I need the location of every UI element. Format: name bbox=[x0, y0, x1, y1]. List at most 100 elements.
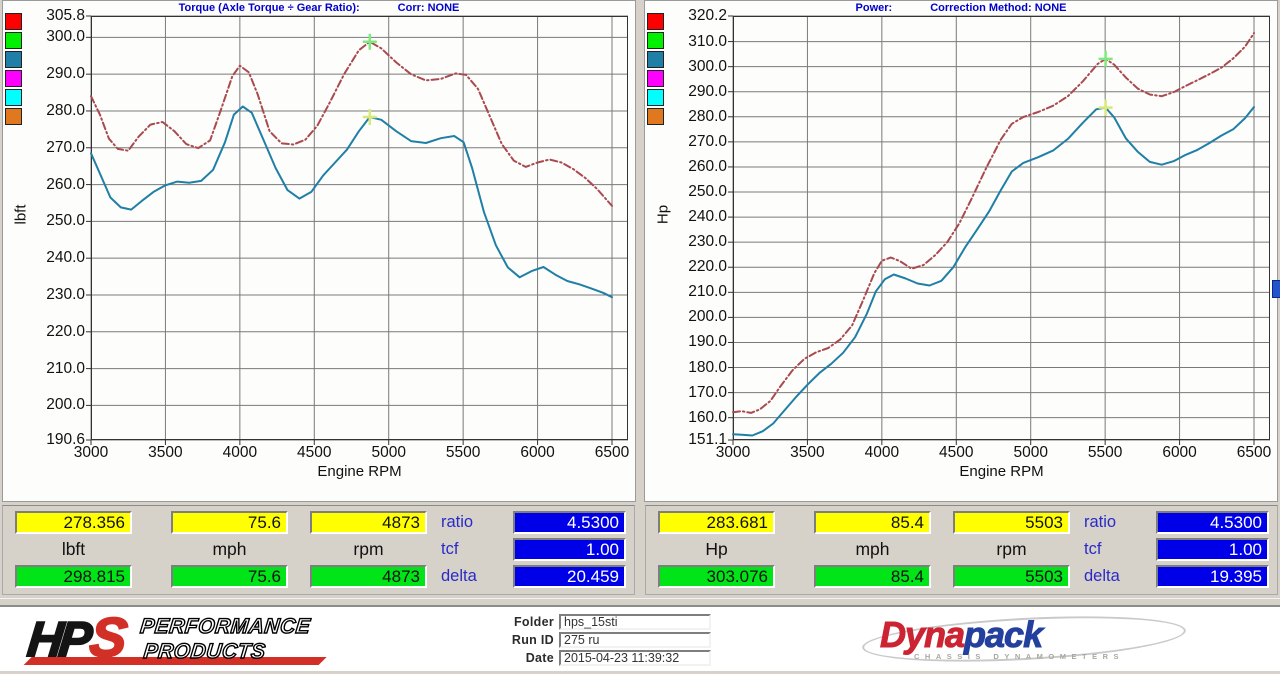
x-tick-label: 4000 bbox=[864, 444, 900, 461]
y-tick-label: 260.0 bbox=[46, 175, 85, 193]
legend-swatch-cyan bbox=[647, 89, 664, 106]
torque-params: ratio 4.5300 tcf 1.00 delta 20.459 bbox=[441, 511, 626, 588]
legend-swatch-red bbox=[5, 13, 22, 30]
rpm-value-stack: 4873 rpm 4873 bbox=[310, 511, 427, 588]
legend-swatch-orange bbox=[647, 108, 664, 125]
delta-value: 20.459 bbox=[513, 565, 626, 588]
dynapack-subtext: CHASSIS DYNAMOMETERS bbox=[914, 652, 1125, 661]
x-tick-label: 3500 bbox=[148, 444, 183, 461]
run-info: Folder hps_15sti Run ID 275 ru Date 2015… bbox=[494, 614, 711, 668]
ratio-value: 4.5300 bbox=[513, 511, 626, 534]
speed-current-value: 75.6 bbox=[171, 511, 288, 534]
power-peak-reference-value: 303.076 bbox=[658, 565, 775, 588]
x-tick-label: 6500 bbox=[594, 444, 630, 461]
folder-label: Folder bbox=[514, 615, 554, 629]
y-tick-label: 230.0 bbox=[46, 285, 85, 303]
power-correction-text: Correction Method: NONE bbox=[930, 2, 1067, 14]
ratio-value: 4.5300 bbox=[1156, 511, 1269, 534]
tcf-value: 1.00 bbox=[1156, 538, 1269, 561]
run-id-label: Run ID bbox=[511, 633, 554, 647]
power-y-tick-labels: 320.2 310.0 300.0 290.0 280.0 270.0 260.0 250.0… bbox=[663, 7, 727, 448]
y-tick-label: 250.0 bbox=[46, 212, 85, 230]
torque-peak-reference-value: 298.815 bbox=[15, 565, 132, 588]
y-tick-label: 160.0 bbox=[688, 408, 727, 426]
x-tick-label: 4500 bbox=[939, 444, 974, 461]
x-tick-label: 5500 bbox=[445, 444, 481, 461]
run-id-input[interactable]: 275 ru bbox=[559, 632, 711, 648]
delta-label: delta bbox=[1084, 567, 1120, 585]
current-run-torque-curve bbox=[90, 105, 613, 299]
hps-products-text: PRODUCTS bbox=[142, 639, 268, 663]
power-readout-panel: 283.681 Hp 303.076 85.4 mph 85.4 5503 rp… bbox=[645, 505, 1278, 595]
x-tick-label: 4000 bbox=[222, 444, 258, 461]
y-tick-label: 320.2 bbox=[688, 7, 727, 24]
ratio-label: ratio bbox=[441, 513, 474, 531]
y-tick-label: 260.0 bbox=[688, 157, 727, 175]
y-tick-label: 190.6 bbox=[46, 431, 85, 448]
power-params: ratio 4.5300 tcf 1.00 delta 19.395 bbox=[1084, 511, 1269, 588]
y-tick-label: 200.0 bbox=[688, 308, 727, 326]
speed-value-stack: 85.4 mph 85.4 bbox=[814, 511, 931, 588]
power-unit-label: Hp bbox=[705, 539, 728, 559]
power-peak-current-value: 283.681 bbox=[658, 511, 775, 534]
rpm-reference-value: 5503 bbox=[953, 565, 1070, 588]
hps-logo-text: PERFORMANCE PRODUCTS bbox=[136, 614, 312, 664]
x-tick-label: 5000 bbox=[1013, 444, 1048, 461]
delta-value: 19.395 bbox=[1156, 565, 1269, 588]
torque-value-stack: 278.356 lbft 298.815 bbox=[15, 511, 132, 588]
y-tick-label: 270.0 bbox=[688, 132, 727, 150]
x-tick-label: 3000 bbox=[715, 444, 751, 461]
delta-label: delta bbox=[441, 567, 477, 585]
folder-row: Folder hps_15sti bbox=[494, 614, 711, 630]
torque-peak-current-value: 278.356 bbox=[15, 511, 132, 534]
y-tick-label: 210.0 bbox=[46, 359, 85, 377]
y-tick-label: 200.0 bbox=[46, 396, 85, 414]
y-tick-label: 300.0 bbox=[46, 28, 85, 46]
date-label: Date bbox=[525, 651, 554, 665]
speed-reference-value: 75.6 bbox=[171, 565, 288, 588]
y-tick-label: 305.8 bbox=[46, 7, 85, 24]
speed-unit-label: mph bbox=[855, 539, 890, 559]
dynapack-dyna-text: Dyna bbox=[879, 614, 965, 655]
x-tick-label: 6500 bbox=[1236, 444, 1272, 461]
legend-swatch-green bbox=[5, 32, 22, 49]
legend-swatch-red bbox=[647, 13, 664, 30]
y-tick-label: 170.0 bbox=[688, 383, 727, 401]
y-tick-label: 290.0 bbox=[688, 82, 727, 100]
y-tick-label: 220.0 bbox=[46, 322, 85, 340]
footer: HPS PERFORMANCE PRODUCTS Folder hps_15st… bbox=[0, 605, 1280, 671]
x-tick-label: 3500 bbox=[790, 444, 825, 461]
y-tick-label: 220.0 bbox=[688, 258, 727, 276]
ratio-label: ratio bbox=[1084, 513, 1117, 531]
torque-x-tick-labels: 3000 3500 4000 4500 5000 5500 6000 6500 bbox=[74, 444, 630, 462]
torque-x-axis-caption: Engine RPM bbox=[317, 463, 402, 480]
torque-y-tick-labels: 305.8 300.0 290.0 280.0 270.0 260.0 250.0 240.0… bbox=[21, 7, 85, 448]
rpm-current-value: 4873 bbox=[310, 511, 427, 534]
tcf-label: tcf bbox=[441, 540, 459, 558]
y-tick-label: 280.0 bbox=[46, 101, 85, 119]
speed-current-value: 85.4 bbox=[814, 511, 931, 534]
legend-swatch-orange bbox=[5, 108, 22, 125]
torque-chart-panel: Torque (Axle Torque ÷ Gear Ratio): Corr: … bbox=[2, 0, 636, 502]
legend-swatch-blue bbox=[647, 51, 664, 68]
reference-run-torque-curve bbox=[90, 40, 613, 207]
power-plot-svg bbox=[728, 15, 1270, 445]
date-row: Date 2015-04-23 11:39:32 bbox=[494, 650, 711, 666]
legend-swatch-magenta bbox=[647, 70, 664, 87]
y-tick-label: 270.0 bbox=[46, 138, 85, 156]
power-title-text: Power: bbox=[855, 2, 893, 14]
folder-input[interactable]: hps_15sti bbox=[559, 614, 711, 630]
ratio-row: ratio 4.5300 bbox=[441, 511, 626, 534]
x-tick-label: 6000 bbox=[520, 444, 555, 461]
torque-unit-label: lbft bbox=[61, 539, 86, 559]
reference-run-power-curve bbox=[732, 32, 1255, 414]
current-run-torque-peak-marker bbox=[362, 109, 377, 126]
y-tick-label: 151.1 bbox=[688, 431, 727, 448]
rpm-value-stack: 5503 rpm 5503 bbox=[953, 511, 1070, 588]
rpm-unit-label: rpm bbox=[353, 539, 384, 559]
y-tick-label: 240.0 bbox=[46, 249, 85, 267]
date-input[interactable]: 2015-04-23 11:39:32 bbox=[559, 650, 711, 666]
delta-row: delta 19.395 bbox=[1084, 565, 1269, 588]
rpm-unit-label: rpm bbox=[996, 539, 1027, 559]
x-tick-label: 6000 bbox=[1162, 444, 1197, 461]
